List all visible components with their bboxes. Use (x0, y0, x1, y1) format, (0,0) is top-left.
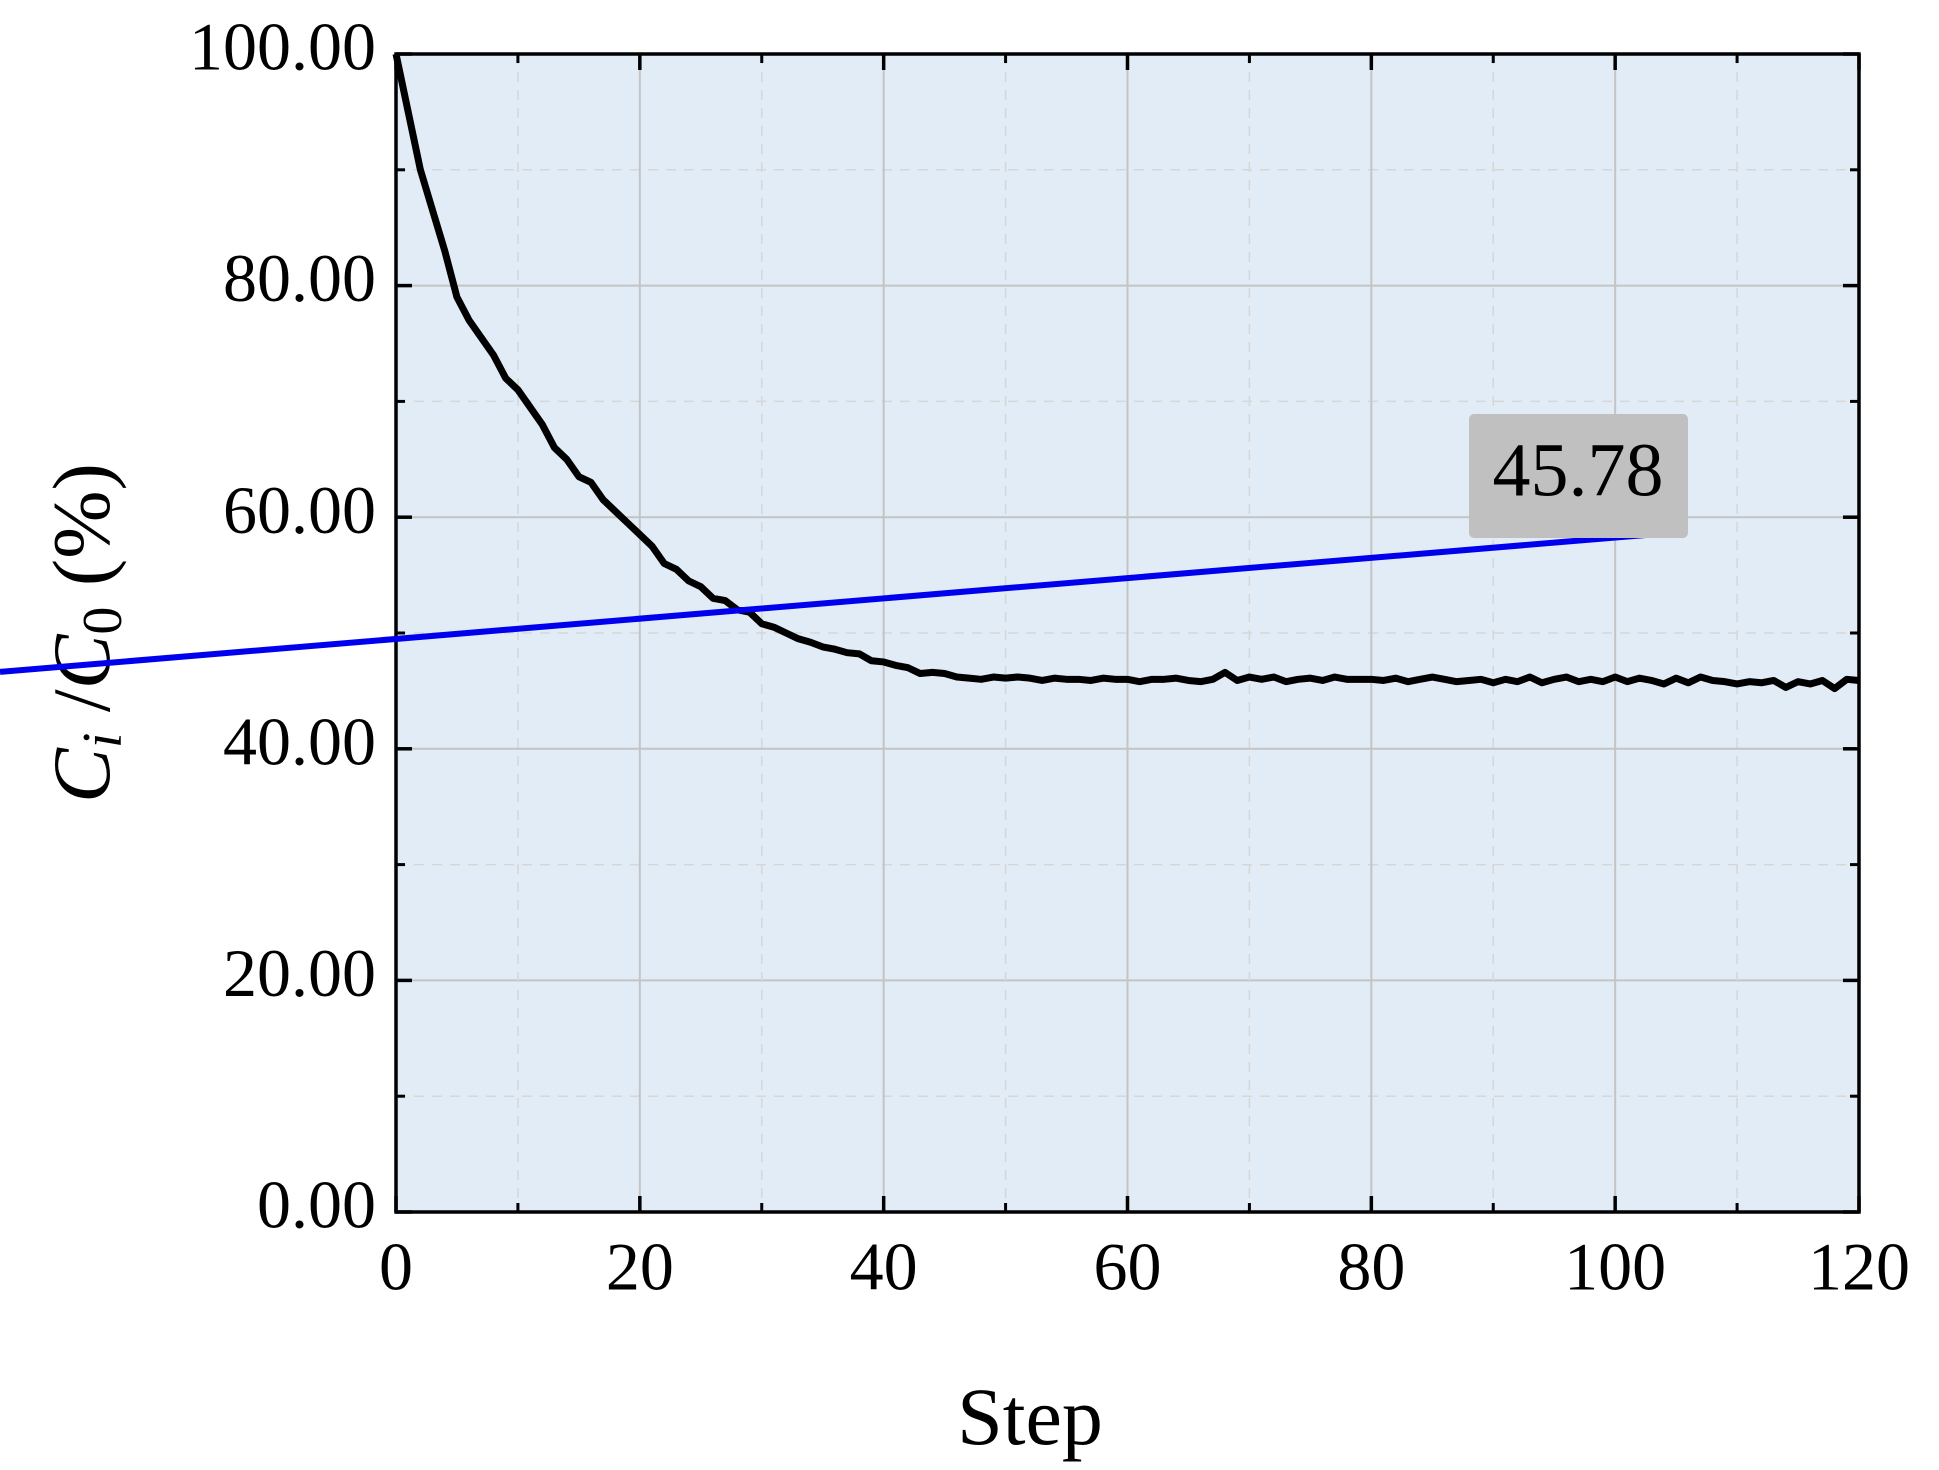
grid (396, 54, 1859, 1212)
y-axis-title-part: 0 (72, 607, 134, 635)
y-axis-title-part: / (36, 689, 127, 733)
x-tick-label: 80 (1337, 1229, 1405, 1305)
y-axis-title-part: (%) (36, 463, 127, 606)
x-tick-label: 60 (1094, 1229, 1162, 1305)
y-axis-title: Ci /C0 (%) (36, 463, 134, 803)
y-tick-label: 80.00 (223, 240, 376, 316)
x-tick-label: 100 (1564, 1229, 1666, 1305)
y-axis-title-part: C (36, 747, 127, 803)
x-tick-label: 20 (606, 1229, 674, 1305)
marks (392, 53, 1860, 693)
annotation-leader (0, 529, 1683, 675)
x-tick-label: 40 (850, 1229, 918, 1305)
y-tick-label: 0.00 (257, 1167, 376, 1243)
y-tick-label: 40.00 (223, 703, 376, 779)
annotation-box (1469, 414, 1688, 538)
annotation-label: 45.78 (1493, 428, 1664, 512)
x-tick-label: 0 (379, 1229, 413, 1305)
x-tick-label: 120 (1808, 1229, 1910, 1305)
y-tick-label: 20.00 (223, 935, 376, 1011)
y-tick-label: 60.00 (223, 472, 376, 548)
y-axis-title-part: i (72, 733, 134, 749)
y-tick-label: 100.00 (189, 9, 376, 85)
x-axis-title: Step (957, 1371, 1103, 1462)
data-line (392, 53, 1860, 693)
